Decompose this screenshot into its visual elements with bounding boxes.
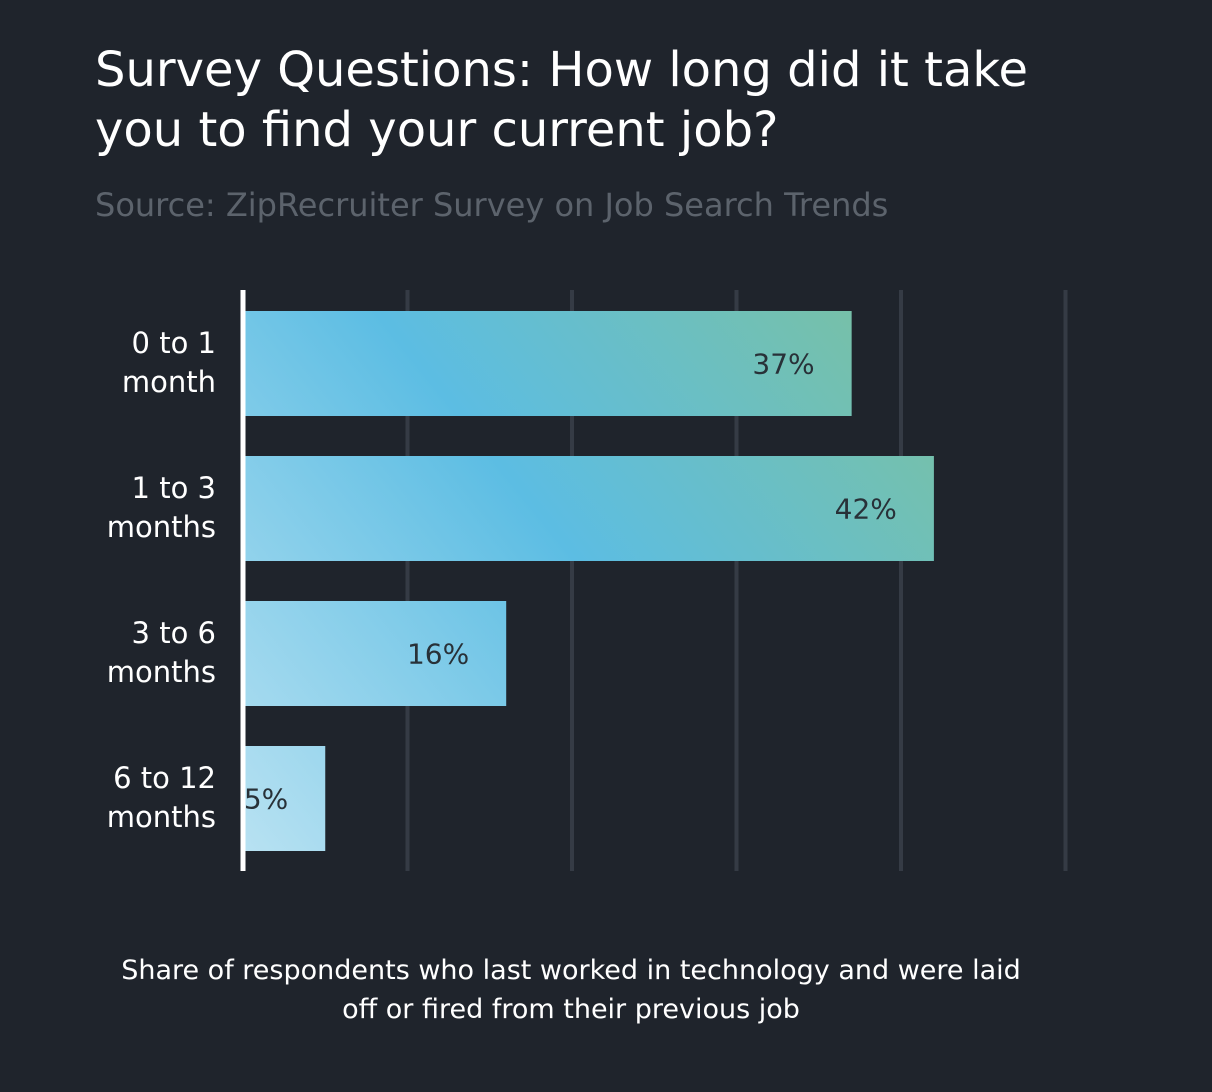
chart-title: Survey Questions: How long did it take y…: [95, 42, 1028, 158]
bar-value-label: 5%: [244, 783, 288, 816]
category-label: month: [122, 365, 216, 399]
category-label: 3 to 6: [132, 616, 216, 650]
bar-value-label: 16%: [407, 638, 469, 671]
bar: [243, 601, 507, 706]
bar-value-label: 42%: [835, 493, 897, 526]
x-axis-title: Share of respondents who last worked in …: [121, 955, 1021, 1025]
category-label: 0 to 1: [132, 326, 216, 360]
category-label: 1 to 3: [132, 471, 216, 505]
chart-subtitle: Source: ZipRecruiter Survey on Job Searc…: [95, 186, 889, 224]
bar: [243, 456, 934, 561]
bar-value-label: 37%: [752, 348, 814, 381]
bar: [243, 311, 852, 416]
category-label: months: [107, 655, 216, 689]
category-label: 6 to 12: [113, 761, 216, 795]
bar: [243, 746, 326, 851]
category-label: months: [107, 510, 216, 544]
category-label: months: [107, 800, 216, 834]
